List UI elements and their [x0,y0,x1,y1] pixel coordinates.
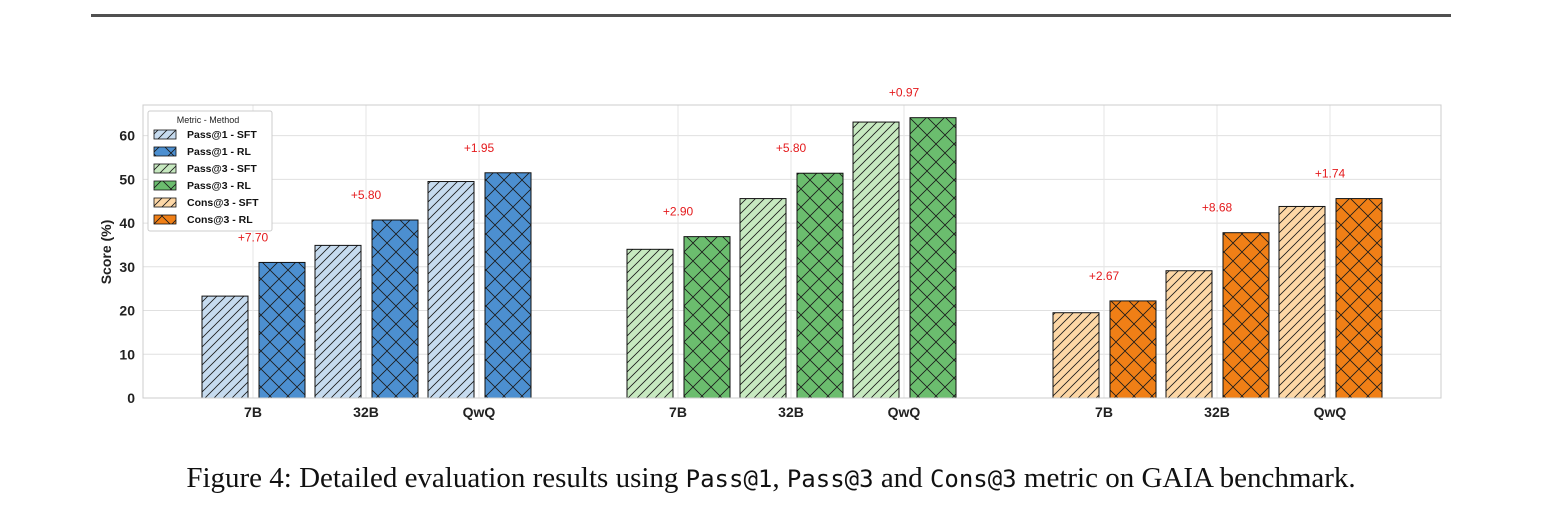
y-tick-label: 60 [119,128,135,144]
legend-entry-label: Cons@3 - SFT [187,197,259,209]
y-tick-label: 10 [119,346,135,362]
y-tick-label: 30 [119,259,135,275]
caption-suffix: metric on GAIA benchmark. [1016,462,1356,494]
bar-rl-hatch [1222,232,1270,399]
x-tick-label: QwQ [888,404,921,420]
plot-frame [142,104,1442,399]
legend-swatch-hatch [153,197,177,208]
gain-annotation: +2.90 [663,205,694,219]
bar-rl-hatch [1109,300,1157,399]
x-tick-label: 7B [244,404,262,420]
bar-sft-hatch [201,295,249,399]
y-tick-label: 20 [119,303,135,319]
figure-caption: Figure 4: Detailed evaluation results us… [0,462,1542,495]
caption-prefix: Figure 4: Detailed evaluation results us… [186,462,686,494]
bar-rl-hatch [683,236,731,399]
legend-swatch-hatch [153,163,177,174]
y-tick-label: 50 [119,171,135,187]
gain-annotation: +2.67 [1089,269,1120,283]
caption-sep1: , [772,462,787,494]
bar-rl-hatch [796,172,844,399]
bar-sft-hatch [1052,312,1100,399]
legend-swatch-hatch [153,129,177,140]
x-tick-label: 32B [778,404,804,420]
y-tick-label: 0 [127,390,135,406]
legend-box [147,110,273,232]
gain-annotation: +5.80 [776,141,807,155]
legend-title: Metric - Method [177,115,240,125]
bar-sft-hatch [852,121,900,399]
caption-metric-pass1: Pass@1 [685,465,773,493]
bar-sft-hatch [427,181,475,399]
x-tick-label: 7B [669,404,687,420]
x-tick-label: QwQ [463,404,496,420]
legend-entry-label: Pass@1 - SFT [187,129,257,141]
x-tick-label: 32B [1204,404,1230,420]
bar-rl-hatch [258,261,306,399]
legend-entry-label: Pass@3 - SFT [187,163,257,175]
x-tick-label: 7B [1095,404,1113,420]
bar-rl-hatch [484,172,532,399]
legend-swatch-hatch [153,146,177,157]
legend: Metric - Method Pass@1 - SFT Pass@1 - RL Pa… [147,110,273,232]
gain-annotation: +1.74 [1315,167,1346,181]
legend-entry-label: Cons@3 - RL [187,214,253,226]
caption-metric-pass3: Pass@3 [786,465,874,493]
y-tick-label: 40 [119,215,135,231]
bar-sft-hatch [314,244,362,399]
gain-annotation: +8.68 [1202,201,1233,215]
bar-sft-hatch [739,198,787,399]
labels: 0 10 20 30 40 50 60 7B +7.70 32B +5.80 QwQ +1.95 7B +2… [119,86,1346,420]
caption-metric-cons3: Cons@3 [929,465,1017,493]
gain-annotation: +5.80 [351,188,382,202]
bar-rl-hatch [909,117,957,399]
top-rule [91,14,1451,17]
bar-rl-hatch [371,219,419,399]
gain-annotation: +7.70 [238,230,269,244]
bar-chart: 0 10 20 30 40 50 60 7B +7.70 32B +5.80 QwQ +1.95 7B +2… [98,86,1442,420]
y-axis-label: Score (%) [98,220,114,285]
x-tick-label: QwQ [1314,404,1347,420]
gain-annotation: +1.95 [464,141,495,155]
x-tick-label: 32B [353,404,379,420]
bar-sft-hatch [1278,205,1326,399]
bar-sft-hatch [626,248,674,399]
caption-sep2: and [873,462,930,494]
bars [201,117,1383,399]
legend-swatch-hatch [153,180,177,191]
bar-rl-hatch [1335,198,1383,399]
legend-entry-label: Pass@1 - RL [187,146,252,158]
bar-sft-hatch [1165,270,1213,399]
legend-swatch-hatch [153,214,177,225]
gain-annotation: +0.97 [889,86,920,100]
legend-entry-label: Pass@3 - RL [187,180,252,192]
